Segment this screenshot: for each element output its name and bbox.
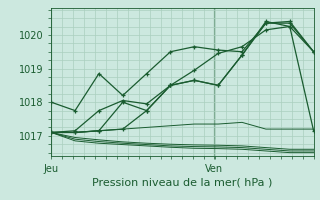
X-axis label: Pression niveau de la mer( hPa ): Pression niveau de la mer( hPa )	[92, 178, 273, 188]
